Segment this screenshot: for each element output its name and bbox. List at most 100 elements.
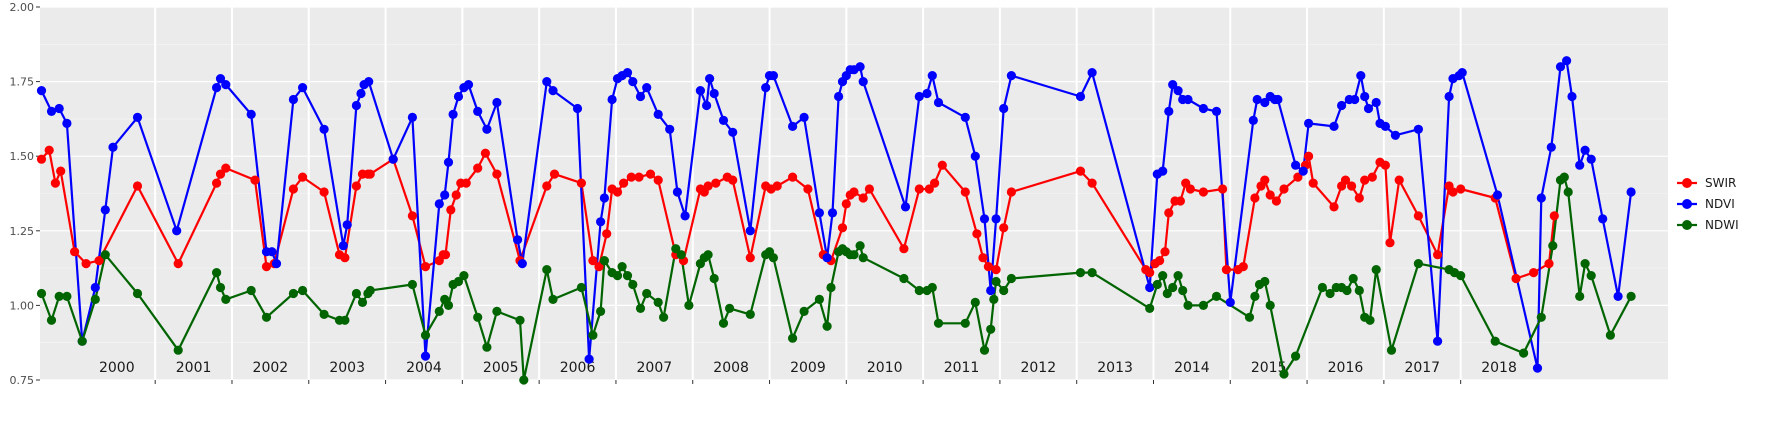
data-point-ndvi bbox=[1492, 190, 1503, 200]
data-point-ndvi bbox=[814, 208, 825, 218]
data-point-swir bbox=[626, 172, 636, 182]
data-point-ndvi bbox=[342, 220, 352, 230]
data-point-swir bbox=[1185, 184, 1195, 194]
data-point-swir bbox=[36, 154, 47, 164]
data-point-ndvi bbox=[653, 109, 663, 119]
data-point-ndvi bbox=[1211, 106, 1222, 116]
data-point-ndvi bbox=[548, 86, 558, 96]
data-point-swir bbox=[1360, 175, 1370, 185]
data-point-ndwi bbox=[1626, 291, 1636, 301]
data-point-ndvi bbox=[473, 106, 483, 116]
data-point-ndvi bbox=[933, 97, 944, 108]
data-point-ndwi bbox=[1317, 282, 1327, 293]
data-point-ndvi bbox=[267, 247, 277, 257]
data-point-swir bbox=[612, 187, 623, 197]
data-point-ndvi bbox=[822, 253, 832, 263]
year-label: 2014 bbox=[1174, 360, 1210, 376]
data-point-swir bbox=[1394, 175, 1404, 185]
data-point-ndwi bbox=[420, 330, 431, 340]
data-point-ndwi bbox=[1348, 273, 1358, 284]
data-point-ndvi bbox=[761, 83, 771, 93]
data-point-ndvi bbox=[246, 109, 256, 119]
year-label: 2000 bbox=[99, 360, 135, 376]
data-point-ndwi bbox=[482, 342, 492, 352]
data-point-ndvi bbox=[1562, 56, 1572, 66]
year-label: 2010 bbox=[867, 360, 903, 376]
data-point-ndwi bbox=[599, 256, 610, 266]
data-point-ndvi bbox=[1371, 97, 1381, 108]
data-point-ndwi bbox=[960, 318, 970, 328]
data-point-ndvi bbox=[1457, 68, 1467, 78]
data-point-ndwi bbox=[215, 282, 226, 293]
data-point-swir bbox=[94, 256, 104, 266]
series-points bbox=[36, 56, 1636, 385]
data-point-swir bbox=[1218, 184, 1228, 194]
data-point-ndwi bbox=[1168, 282, 1178, 293]
data-point-ndvi bbox=[745, 226, 755, 236]
data-point-swir bbox=[772, 181, 782, 191]
data-point-ndwi bbox=[1519, 348, 1529, 358]
data-point-ndvi bbox=[927, 71, 937, 81]
data-point-ndvi bbox=[1252, 94, 1262, 105]
data-point-ndvi bbox=[1337, 100, 1347, 111]
data-point-ndwi bbox=[62, 291, 72, 301]
data-point-ndvi bbox=[440, 190, 450, 200]
data-point-ndvi bbox=[979, 214, 990, 224]
data-point-ndvi bbox=[858, 77, 868, 87]
data-point-swir bbox=[1329, 202, 1339, 212]
data-point-ndwi bbox=[814, 294, 825, 304]
data-point-ndvi bbox=[827, 208, 838, 218]
data-point-ndvi bbox=[434, 199, 444, 209]
data-point-ndvi bbox=[900, 202, 911, 212]
data-point-ndwi bbox=[653, 297, 663, 307]
legend: SWIR NDVI NDWI bbox=[1677, 176, 1739, 232]
year-label: 2008 bbox=[713, 360, 749, 376]
data-point-swir bbox=[132, 181, 143, 191]
data-point-ndvi bbox=[1273, 94, 1283, 105]
data-point-ndvi bbox=[221, 80, 231, 90]
data-point-ndwi bbox=[443, 300, 454, 310]
data-point-ndvi bbox=[1356, 71, 1366, 81]
data-point-ndvi bbox=[728, 127, 738, 137]
data-point-ndwi bbox=[319, 309, 329, 319]
data-point-ndvi bbox=[914, 91, 924, 102]
data-point-ndwi bbox=[1580, 259, 1590, 269]
data-point-ndwi bbox=[970, 297, 980, 307]
data-point-ndwi bbox=[340, 315, 350, 325]
data-point-swir bbox=[653, 175, 663, 185]
data-point-swir bbox=[1340, 175, 1351, 185]
data-point-swir bbox=[1456, 184, 1466, 194]
data-point-ndwi bbox=[288, 288, 298, 299]
year-label: 2005 bbox=[483, 360, 519, 376]
data-point-ndvi bbox=[54, 103, 64, 114]
year-labels: 2000 2001 2002 2003 2004 2005 2006 2007 2008 2009… bbox=[99, 360, 1517, 376]
data-point-ndwi bbox=[899, 273, 909, 284]
data-point-swir bbox=[340, 253, 350, 263]
data-point-ndwi bbox=[849, 250, 859, 260]
data-point-swir bbox=[960, 187, 970, 197]
data-point-ndvi bbox=[642, 83, 652, 93]
data-point-ndwi bbox=[927, 282, 937, 293]
data-point-ndvi bbox=[319, 124, 329, 134]
data-point-swir bbox=[549, 169, 560, 179]
data-point-ndwi bbox=[1158, 271, 1168, 281]
data-point-ndvi bbox=[1413, 124, 1423, 134]
data-point-swir bbox=[365, 169, 375, 179]
data-point-ndvi bbox=[1087, 68, 1097, 78]
data-point-ndwi bbox=[132, 288, 143, 299]
data-point-ndwi bbox=[519, 375, 529, 385]
data-point-ndvi bbox=[584, 354, 594, 364]
year-label: 2002 bbox=[253, 360, 289, 376]
data-point-ndwi bbox=[628, 279, 638, 290]
data-point-ndvi bbox=[271, 259, 282, 269]
data-point-ndwi bbox=[642, 288, 652, 299]
data-point-ndvi bbox=[492, 97, 502, 108]
data-point-ndvi bbox=[1173, 86, 1183, 96]
data-point-swir bbox=[1347, 181, 1357, 191]
data-point-swir bbox=[849, 187, 859, 197]
data-point-ndwi bbox=[453, 276, 464, 287]
data-point-ndwi bbox=[1198, 300, 1208, 310]
data-point-swir bbox=[480, 148, 490, 158]
data-point-ndwi bbox=[1178, 285, 1188, 296]
year-label: 2009 bbox=[790, 360, 826, 376]
